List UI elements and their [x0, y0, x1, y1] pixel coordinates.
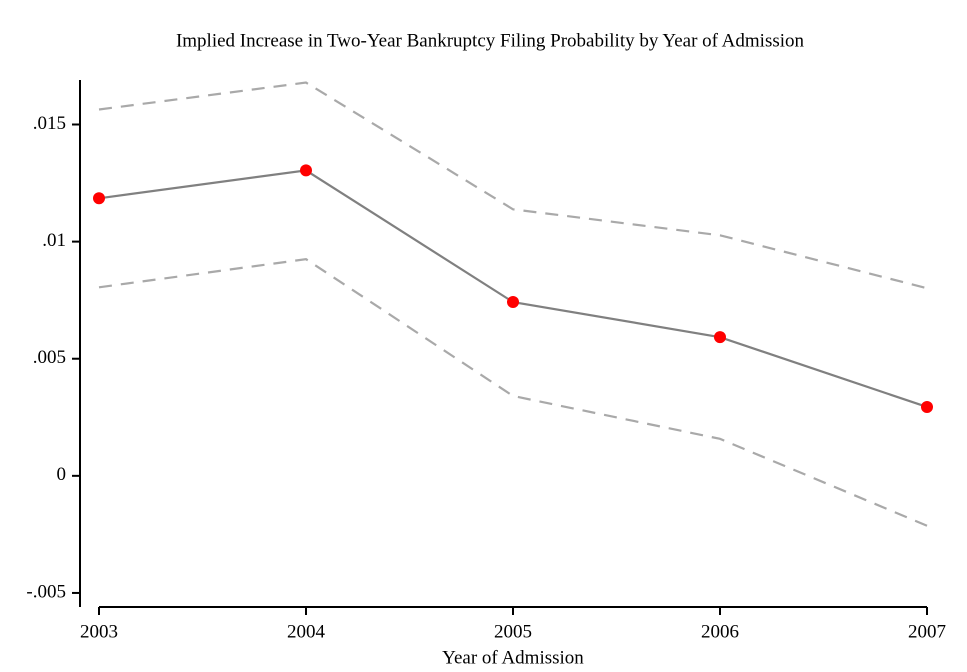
estimate-line [98, 169, 928, 409]
x-tick-label: 2005 [494, 621, 532, 642]
y-tick-label: -.005 [26, 581, 66, 602]
y-tick-label: .01 [42, 230, 66, 251]
ci-line [98, 258, 928, 527]
x-tick-label: 2006 [701, 621, 739, 642]
y-tick-label: .005 [33, 347, 66, 368]
y-tick-label: 0 [57, 464, 67, 485]
x-tick-label: 2004 [287, 621, 326, 642]
ci-line [98, 81, 928, 290]
point [714, 331, 726, 344]
x-tick-label: 2003 [80, 621, 118, 642]
y-tick-label: .015 [33, 113, 66, 134]
chart-title: Implied Increase in Two-Year Bankruptcy … [176, 30, 805, 51]
point [507, 296, 519, 309]
point [300, 164, 312, 177]
x-axis-label: Year of Admission [442, 647, 584, 668]
x-tick-label: 2007 [908, 621, 946, 642]
point [921, 400, 933, 413]
point [93, 192, 105, 205]
